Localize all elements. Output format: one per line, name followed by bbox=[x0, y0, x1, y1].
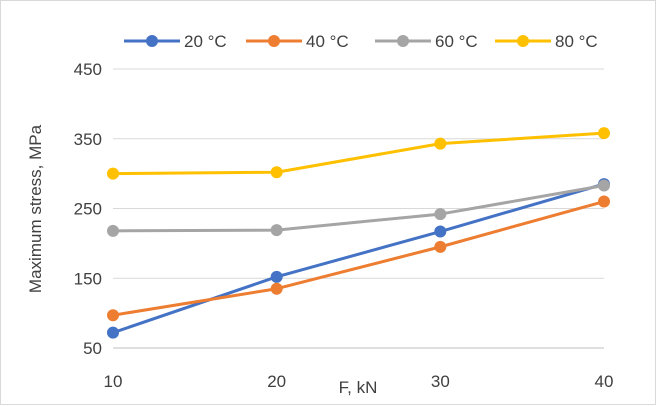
x-axis-title: F, kN bbox=[339, 378, 378, 397]
series bbox=[107, 178, 610, 339]
x-tick-label: 10 bbox=[104, 372, 123, 391]
y-tick-label: 50 bbox=[83, 339, 102, 358]
data-point bbox=[107, 167, 119, 180]
legend-item: 40 °C bbox=[246, 32, 349, 51]
legend-swatch-marker bbox=[268, 35, 280, 47]
legend-item: 20 °C bbox=[124, 32, 227, 51]
data-point bbox=[270, 270, 283, 283]
y-tick-label: 250 bbox=[74, 200, 102, 219]
series-group bbox=[107, 127, 610, 339]
data-point bbox=[270, 282, 283, 295]
data-point bbox=[434, 137, 447, 150]
legend-swatch-marker bbox=[517, 35, 529, 47]
data-point bbox=[434, 208, 447, 221]
data-point bbox=[107, 309, 119, 322]
series bbox=[107, 179, 610, 237]
data-point bbox=[598, 195, 610, 208]
legend-item: 60 °C bbox=[375, 32, 478, 51]
series-line bbox=[111, 200, 606, 317]
x-tick-label: 40 bbox=[595, 372, 614, 391]
y-tick-label: 350 bbox=[74, 130, 102, 149]
data-point bbox=[598, 127, 610, 140]
data-point bbox=[270, 224, 283, 237]
data-point bbox=[598, 179, 610, 192]
data-point bbox=[434, 240, 447, 253]
series-line bbox=[111, 131, 606, 176]
series bbox=[107, 127, 610, 180]
x-tick-labels: 10 20 30 40 bbox=[104, 372, 614, 391]
series-line bbox=[111, 182, 606, 335]
data-point bbox=[107, 326, 119, 339]
legend-label: 40 °C bbox=[306, 32, 349, 51]
legend-label: 80 °C bbox=[555, 32, 598, 51]
data-point bbox=[107, 224, 119, 237]
series-line bbox=[111, 183, 606, 233]
y-tick-labels: 50 150 250 350 450 bbox=[74, 60, 102, 358]
legend-swatch-marker bbox=[146, 35, 158, 47]
y-tick-label: 150 bbox=[74, 269, 102, 288]
legend: 20 °C 40 °C 60 °C 80 °C bbox=[124, 32, 598, 51]
series bbox=[107, 195, 610, 322]
data-point bbox=[270, 166, 283, 179]
legend-item: 80 °C bbox=[495, 32, 598, 51]
y-axis-title: Maximum stress, MPa bbox=[26, 124, 45, 293]
legend-label: 60 °C bbox=[435, 32, 478, 51]
legend-label: 20 °C bbox=[184, 32, 227, 51]
data-point bbox=[434, 225, 447, 238]
x-tick-label: 20 bbox=[267, 372, 286, 391]
legend-swatch-marker bbox=[397, 35, 409, 47]
x-tick-label: 30 bbox=[431, 372, 450, 391]
y-tick-label: 450 bbox=[74, 60, 102, 79]
